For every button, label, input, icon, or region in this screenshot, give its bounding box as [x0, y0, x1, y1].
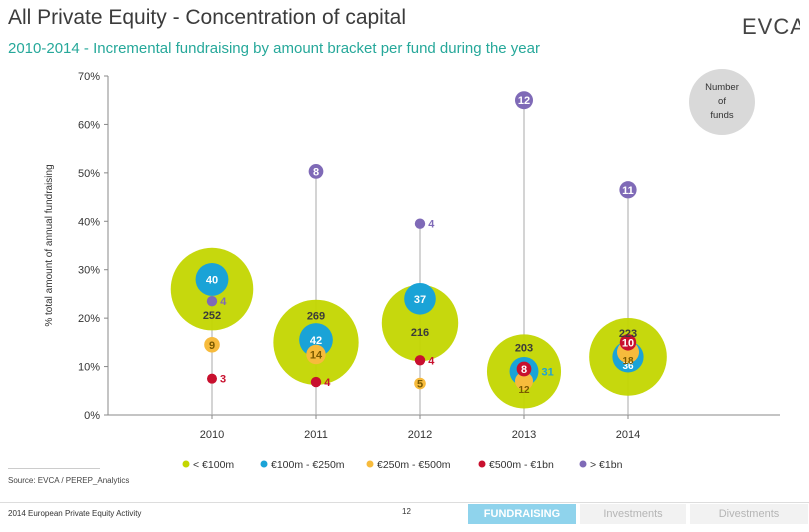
bubble-label: 31 [541, 366, 553, 378]
x-tick-label: 2012 [408, 429, 432, 441]
bubble [619, 334, 637, 351]
bubble [414, 218, 426, 229]
bubble [516, 361, 532, 377]
legend-label: > €1bn [590, 459, 623, 471]
bubble-label: 3 [220, 374, 226, 386]
bubble-label: 12 [518, 95, 530, 107]
y-tick-label: 20% [78, 313, 100, 325]
bubble-label: 4 [220, 296, 227, 308]
evca-logo: EVCA [742, 14, 800, 39]
bubble [204, 336, 220, 353]
footer-divider [0, 502, 809, 503]
legend-marker [366, 460, 374, 468]
bubble-label: 4 [428, 219, 435, 231]
bubble-label: 37 [414, 294, 426, 306]
bubble [404, 282, 436, 315]
bubble-label: 4 [324, 377, 331, 389]
bubble-label: 36 [622, 361, 634, 372]
legend-marker [260, 460, 268, 468]
bubble [619, 181, 637, 199]
size-legend-bubble [689, 69, 755, 135]
report-name: 2014 European Private Equity Activity [8, 509, 142, 518]
bubble-label: 8 [313, 166, 319, 178]
source-note: Source: EVCA / PEREP_Analytics [8, 476, 130, 485]
bubble-label: 223 [619, 328, 637, 340]
bubble [206, 295, 218, 307]
x-tick-label: 2013 [512, 429, 536, 441]
bubble-label: 269 [307, 310, 325, 322]
bubble-label: 42 [310, 335, 322, 347]
bubble-label: 11 [622, 185, 634, 197]
bubble-label: 14 [310, 349, 323, 361]
bubble [414, 355, 426, 366]
legend-label: €250m - €500m [377, 459, 451, 471]
bubble [310, 376, 322, 388]
nav-tab-divestments[interactable]: Divestments [690, 504, 808, 524]
bubble [195, 262, 229, 296]
legend-label: €100m - €250m [271, 459, 345, 471]
bubble [381, 284, 459, 362]
y-tick-label: 60% [78, 119, 100, 131]
y-tick-label: 30% [78, 265, 100, 277]
nav-tab-label: Investments [603, 508, 663, 520]
bubble [414, 377, 426, 390]
legend-label: < €100m [193, 459, 234, 471]
bubble [299, 323, 333, 357]
legend-marker [579, 460, 587, 468]
nav-tab-label: FUNDRAISING [483, 508, 561, 520]
nav-tab-fundraising[interactable]: FUNDRAISING [468, 504, 576, 524]
bubble-label: 18 [622, 356, 634, 367]
nav-tab-label: Divestments [718, 508, 780, 520]
bubble [308, 164, 324, 179]
bubble [514, 372, 534, 391]
y-tick-label: 40% [78, 216, 100, 228]
y-tick-label: 0% [84, 410, 100, 422]
size-legend-label: funds [710, 110, 733, 121]
bubble-label: 5 [417, 379, 423, 391]
legend-label: €500m - €1bn [489, 459, 554, 471]
bubble-label: 12 [518, 385, 530, 396]
bubble-label: 40 [206, 274, 218, 286]
y-tick-label: 50% [78, 168, 100, 180]
x-tick-label: 2011 [304, 429, 328, 441]
page-title: All Private Equity - Concentration of ca… [8, 6, 407, 29]
y-tick-label: 10% [78, 362, 100, 374]
source-divider [8, 468, 100, 469]
size-legend-label: Number [705, 82, 739, 93]
x-tick-label: 2010 [200, 429, 224, 441]
bubble [514, 91, 534, 110]
svg-text:EVCA: EVCA [742, 14, 800, 39]
legend-marker [182, 460, 190, 468]
bubble-label: 216 [411, 327, 429, 339]
bubble-label: 252 [203, 310, 221, 322]
bubble-label: 10 [622, 337, 634, 349]
bubble-label: 8 [521, 364, 527, 376]
page-subtitle: 2010-2014 - Incremental fundraising by a… [8, 40, 540, 57]
nav-tab-investments[interactable]: Investments [580, 504, 686, 524]
bubble-label: 9 [209, 340, 215, 352]
bubble-label: 4 [428, 355, 435, 367]
bubble [207, 373, 217, 384]
bubble-chart: 0% 10% 20% 30% 40% 50% 60% 70% % total amount of… [44, 69, 780, 471]
bubble-label: 203 [515, 342, 533, 354]
page-number: 12 [402, 507, 411, 516]
y-axis-label: % total amount of annual fundraising [44, 164, 55, 326]
y-tick-label: 70% [78, 71, 100, 83]
legend-marker [478, 460, 486, 468]
size-legend-label: of [718, 96, 726, 107]
bubble [306, 344, 326, 365]
x-tick-label: 2014 [616, 429, 640, 441]
